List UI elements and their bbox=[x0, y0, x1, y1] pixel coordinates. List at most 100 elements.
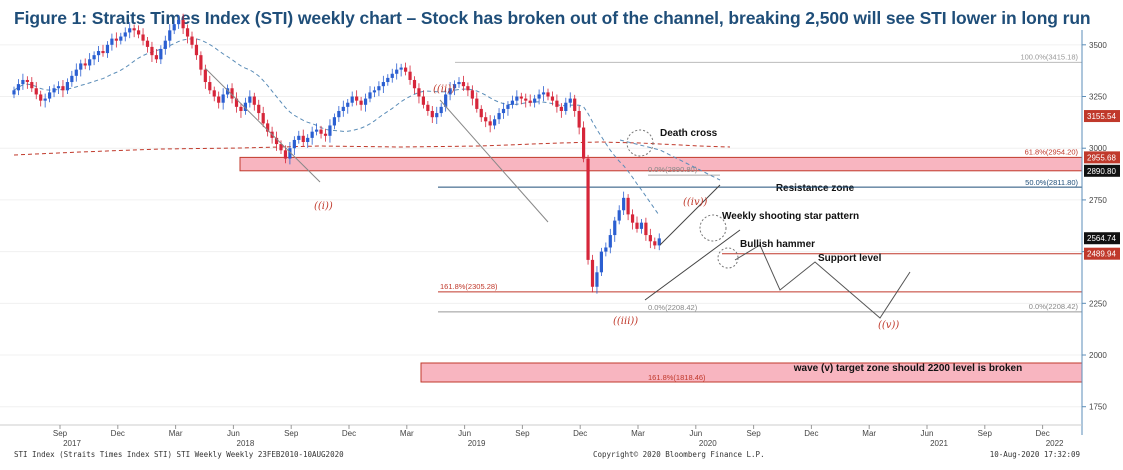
candle-body-134 bbox=[608, 235, 612, 248]
candle-body-88 bbox=[404, 67, 408, 72]
candle-body-37 bbox=[177, 19, 181, 25]
candle-body-102 bbox=[466, 86, 470, 91]
y-tick-label-7: 3500 bbox=[1089, 41, 1107, 50]
fib-label-100: 100.0%(3415.18) bbox=[1020, 52, 1078, 61]
candle-body-61 bbox=[283, 150, 288, 159]
candle-body-9 bbox=[52, 88, 56, 93]
candle-body-74 bbox=[341, 106, 345, 111]
candle-body-136 bbox=[617, 210, 621, 221]
candle-body-1 bbox=[16, 84, 21, 91]
candle-body-77 bbox=[355, 96, 359, 101]
candle-body-24 bbox=[119, 36, 123, 41]
candle-body-13 bbox=[70, 75, 74, 83]
hammer-circle bbox=[717, 247, 739, 269]
candle-body-96 bbox=[439, 106, 443, 114]
shooting-star-circle bbox=[699, 214, 727, 242]
candle-body-86 bbox=[395, 69, 399, 74]
candle-body-54 bbox=[252, 96, 256, 105]
candle-body-0 bbox=[12, 90, 16, 95]
candle-body-28 bbox=[137, 30, 141, 35]
x-month-label-15: Jun bbox=[921, 429, 934, 438]
x-month-label-13: Dec bbox=[804, 429, 818, 438]
price-tag-label-2: 2890.80 bbox=[1087, 167, 1116, 176]
candle-body-7 bbox=[43, 98, 47, 101]
y-tick-label-5: 3000 bbox=[1089, 144, 1107, 153]
x-month-label-10: Mar bbox=[631, 429, 645, 438]
price-tag-bg-3 bbox=[1084, 232, 1120, 245]
candle-body-130 bbox=[590, 259, 595, 287]
candle-body-116 bbox=[528, 100, 532, 103]
candle-body-49 bbox=[230, 88, 234, 99]
candle-body-119 bbox=[541, 92, 546, 95]
footer-timestamp: 10-Aug-2020 17:32:09 bbox=[990, 450, 1080, 459]
x-month-label-6: Mar bbox=[400, 429, 414, 438]
candle-body-32 bbox=[154, 55, 158, 60]
x-month-label-12: Sep bbox=[746, 429, 761, 438]
candle-body-70 bbox=[323, 133, 328, 136]
x-year-label-7: 2019 bbox=[468, 439, 486, 448]
price-tags: 3155.54 2955.68 2890.80 2564.74 2489.94 bbox=[1084, 110, 1120, 260]
candle-body-112 bbox=[510, 100, 514, 105]
x-month-label-7: Jun bbox=[458, 429, 471, 438]
candle-body-105 bbox=[479, 108, 483, 118]
candle-body-16 bbox=[83, 63, 87, 66]
candle-body-138 bbox=[626, 197, 630, 215]
candle-body-17 bbox=[88, 59, 92, 66]
candle-body-145 bbox=[657, 238, 661, 246]
price-tag-bg-4 bbox=[1084, 247, 1120, 260]
candle-body-135 bbox=[613, 220, 617, 236]
candle-body-126 bbox=[573, 98, 577, 111]
candle-body-23 bbox=[114, 38, 118, 41]
candle-body-43 bbox=[203, 69, 207, 83]
candle-body-27 bbox=[132, 28, 136, 31]
candle-body-47 bbox=[221, 94, 225, 103]
candle-body-123 bbox=[559, 106, 563, 111]
candle-body-120 bbox=[546, 92, 550, 97]
x-month-label-5: Dec bbox=[342, 429, 356, 438]
x-year-label-15: 2021 bbox=[930, 439, 948, 448]
candle-body-50 bbox=[234, 98, 239, 107]
candle-body-19 bbox=[96, 51, 101, 56]
fibonacci-levels: 100.0%(3415.18) 61.8%(2954.20) 50.0%(2811.… bbox=[438, 52, 1082, 382]
candle-body-73 bbox=[337, 110, 341, 118]
candle-body-127 bbox=[577, 110, 581, 128]
wave-iv-label: ((iv)) bbox=[683, 197, 708, 208]
candle-body-98 bbox=[448, 88, 452, 95]
candle-body-38 bbox=[181, 19, 185, 29]
candle-body-133 bbox=[604, 247, 608, 252]
candle-body-56 bbox=[261, 113, 265, 124]
fib-label-0-right: 0.0%(2208.42) bbox=[1029, 302, 1079, 311]
candle-body-103 bbox=[470, 90, 474, 99]
y-tick-label-0: 1750 bbox=[1089, 403, 1107, 412]
x-month-label-11: Jun bbox=[689, 429, 702, 438]
fib-label-618: 61.8%(2954.20) bbox=[1025, 148, 1079, 157]
candle-body-82 bbox=[377, 86, 381, 91]
candle-body-14 bbox=[74, 69, 78, 76]
candle-body-125 bbox=[568, 98, 572, 103]
candle-body-80 bbox=[368, 92, 372, 99]
candle-body-144 bbox=[653, 241, 657, 246]
candle-body-113 bbox=[515, 96, 519, 101]
candle-body-68 bbox=[315, 129, 319, 132]
candle-body-117 bbox=[533, 98, 537, 103]
x-month-label-9: Dec bbox=[573, 429, 587, 438]
y-tick-label-4: 2750 bbox=[1089, 196, 1107, 205]
candle-body-18 bbox=[92, 55, 96, 60]
candle-body-124 bbox=[564, 102, 568, 111]
fib-label-0-iv: 0.0%(2890.80) bbox=[648, 165, 698, 174]
candle-body-66 bbox=[306, 137, 310, 143]
candle-body-59 bbox=[274, 137, 279, 145]
candle-body-95 bbox=[435, 113, 439, 118]
candle-body-91 bbox=[417, 88, 421, 97]
wave-i-label: ((i)) bbox=[314, 201, 333, 212]
candle-body-52 bbox=[243, 102, 247, 111]
footer-left: STI Index (Straits Times Index STI) STI … bbox=[14, 450, 344, 459]
price-tag-label-0: 3155.54 bbox=[1087, 112, 1116, 121]
candle-body-64 bbox=[297, 135, 301, 140]
candle-body-114 bbox=[519, 96, 523, 99]
candle-body-84 bbox=[386, 77, 390, 83]
candle-body-4 bbox=[30, 82, 34, 89]
channel-lower bbox=[644, 229, 741, 301]
candle-body-40 bbox=[190, 36, 194, 45]
